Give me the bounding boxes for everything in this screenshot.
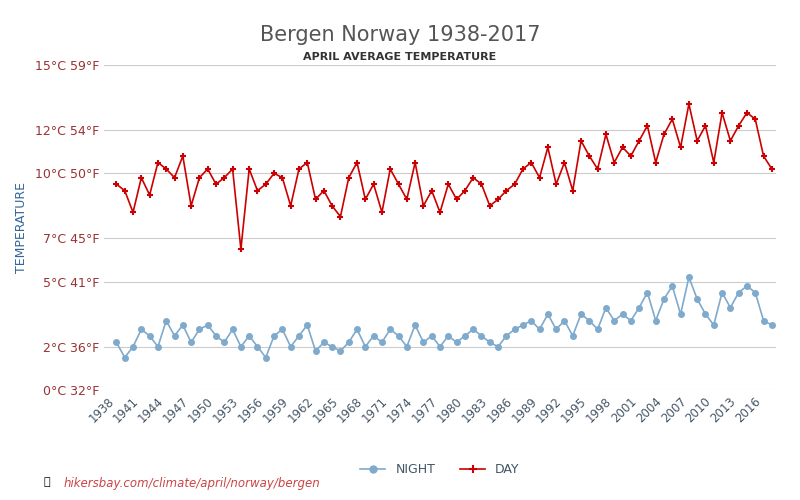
Text: 📍: 📍 [44,478,50,488]
Legend: NIGHT, DAY: NIGHT, DAY [355,458,525,481]
Text: APRIL AVERAGE TEMPERATURE: APRIL AVERAGE TEMPERATURE [303,52,497,62]
Text: hikersbay.com/climate/april/norway/bergen: hikersbay.com/climate/april/norway/berge… [64,477,321,490]
Y-axis label: TEMPERATURE: TEMPERATURE [14,182,28,273]
Text: Bergen Norway 1938-2017: Bergen Norway 1938-2017 [260,25,540,45]
